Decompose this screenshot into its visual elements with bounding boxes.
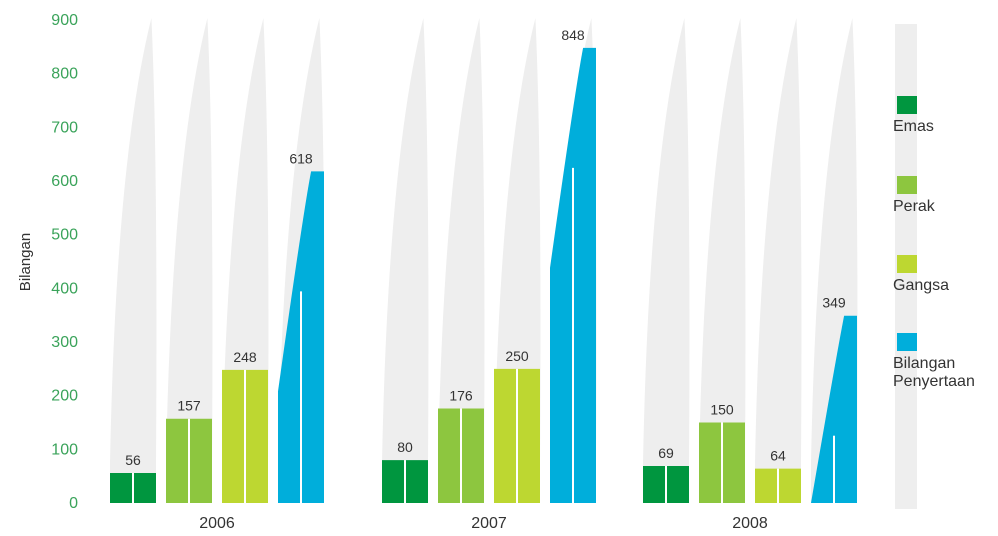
legend-label: Penyertaan <box>893 373 975 390</box>
value-label: 848 <box>561 27 585 43</box>
bar-background <box>166 18 213 503</box>
value-label: 176 <box>449 388 473 404</box>
legend-swatch <box>897 96 917 114</box>
y-tick-label: 500 <box>51 227 78 244</box>
value-label: 69 <box>658 445 674 461</box>
legend-label: Emas <box>893 118 934 135</box>
legend-swatch <box>897 255 917 273</box>
bar-background <box>438 18 485 503</box>
y-axis: 0 100 200 300 400 500 600 700 800 900 <box>51 12 78 512</box>
value-label: 150 <box>710 402 734 418</box>
value-label: 248 <box>233 349 257 365</box>
legend-label: Gangsa <box>893 277 949 294</box>
bar <box>811 315 857 503</box>
y-axis-label: Bilangan <box>17 233 34 291</box>
legend-swatch <box>897 176 917 194</box>
value-label: 64 <box>770 448 786 464</box>
bar-background <box>755 18 802 503</box>
legend-swatch <box>897 333 917 351</box>
bar-background <box>643 18 690 503</box>
legend-label: Bilangan <box>893 355 955 372</box>
x-tick-label: 2007 <box>471 515 507 532</box>
y-tick-label: 200 <box>51 388 78 405</box>
legend-label: Perak <box>893 198 936 215</box>
value-label: 250 <box>505 348 529 364</box>
value-label: 157 <box>177 398 201 414</box>
value-label: 56 <box>125 452 141 468</box>
bar-background <box>699 18 746 503</box>
x-tick-label: 2006 <box>199 515 235 532</box>
y-tick-label: 900 <box>51 12 78 29</box>
y-tick-label: 0 <box>69 495 78 512</box>
y-tick-label: 600 <box>51 173 78 190</box>
y-tick-label: 100 <box>51 441 78 458</box>
bar-background <box>382 18 429 503</box>
value-label: 80 <box>397 439 413 455</box>
x-tick-label: 2008 <box>732 515 768 532</box>
value-label: 618 <box>289 150 313 166</box>
value-label: 349 <box>822 295 846 311</box>
y-tick-label: 300 <box>51 334 78 351</box>
y-tick-label: 700 <box>51 119 78 136</box>
bars <box>110 47 857 503</box>
bar-background <box>110 18 157 503</box>
y-tick-label: 800 <box>51 66 78 83</box>
labels: 56 157 248 618 2006 80 176 250 848 2007 69 150 64 349… <box>125 27 846 532</box>
y-tick-label: 400 <box>51 280 78 297</box>
